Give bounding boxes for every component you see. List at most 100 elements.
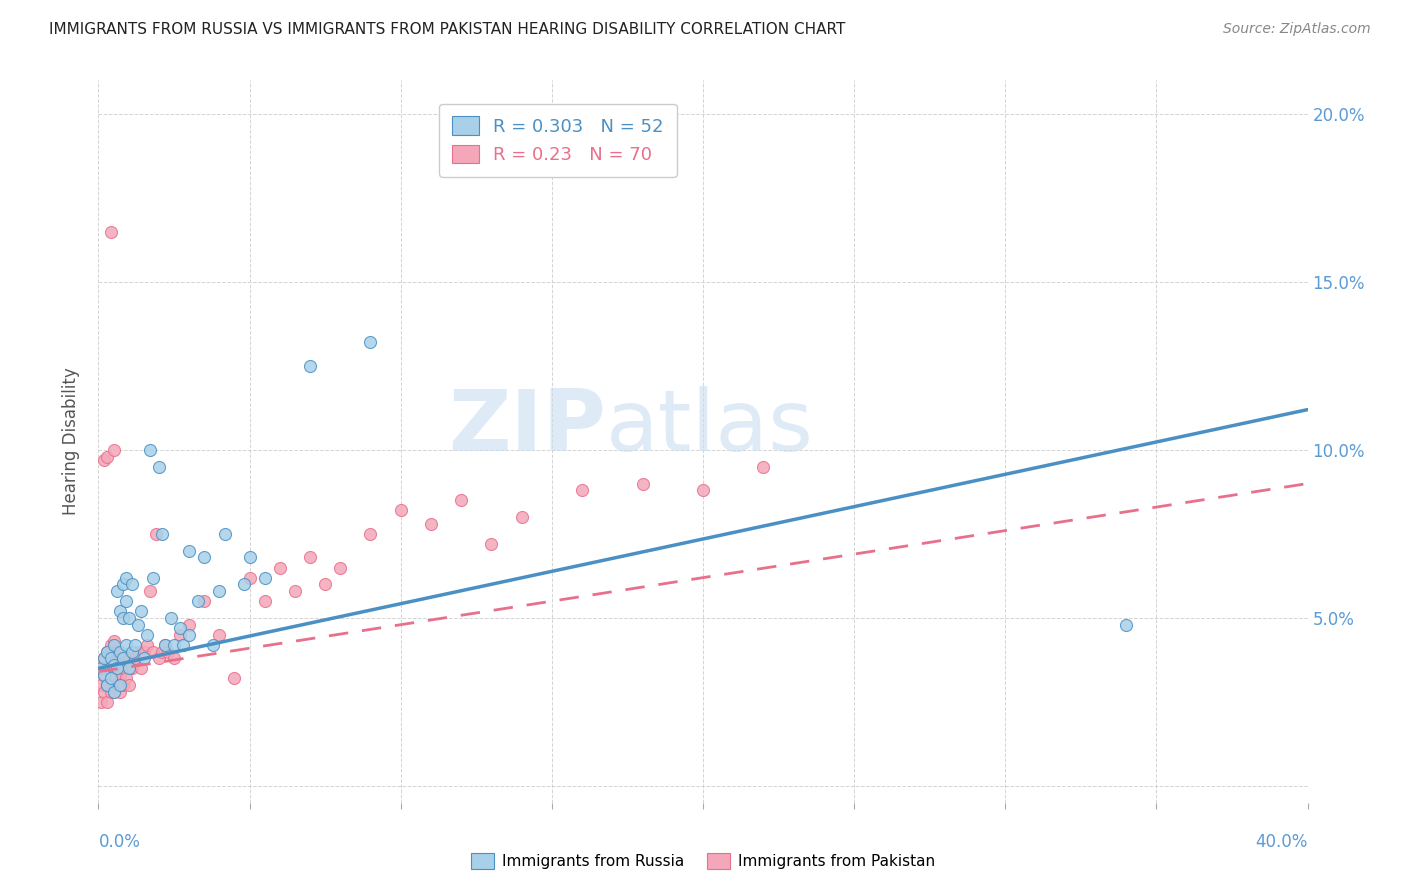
Point	[450, 493, 472, 508]
Point	[111, 651, 134, 665]
Point	[90, 695, 112, 709]
Point	[96, 644, 118, 658]
Point	[153, 638, 176, 652]
Point	[105, 584, 128, 599]
Point	[193, 594, 215, 608]
Point	[118, 651, 141, 665]
Point	[100, 672, 122, 686]
Point	[103, 651, 125, 665]
Point	[96, 678, 118, 692]
Point	[360, 335, 382, 350]
Point	[93, 668, 115, 682]
Point	[631, 476, 654, 491]
Point	[108, 644, 131, 658]
Point	[239, 550, 262, 565]
Point	[100, 638, 122, 652]
Point	[108, 685, 131, 699]
Point	[103, 668, 125, 682]
Point	[124, 651, 146, 665]
Point	[420, 516, 443, 531]
Point	[752, 459, 775, 474]
Point	[103, 685, 125, 699]
Point	[105, 678, 128, 692]
Point	[93, 651, 115, 665]
Point	[208, 628, 231, 642]
Point	[108, 678, 131, 692]
Point	[232, 577, 254, 591]
Text: 40.0%: 40.0%	[1256, 833, 1308, 851]
Text: atlas: atlas	[606, 385, 814, 468]
Point	[179, 617, 201, 632]
Point	[208, 584, 231, 599]
Point	[139, 584, 162, 599]
Point	[105, 661, 128, 675]
Point	[124, 638, 146, 652]
Point	[172, 638, 194, 652]
Point	[153, 638, 176, 652]
Point	[179, 543, 201, 558]
Point	[127, 644, 149, 658]
Point	[127, 617, 149, 632]
Point	[103, 658, 125, 673]
Point	[187, 594, 209, 608]
Point	[100, 685, 122, 699]
Point	[389, 503, 412, 517]
Point	[142, 571, 165, 585]
Point	[118, 661, 141, 675]
Point	[150, 644, 173, 658]
Point	[93, 685, 115, 699]
Point	[93, 651, 115, 665]
Point	[299, 359, 322, 373]
Point	[148, 459, 170, 474]
Point	[139, 442, 162, 457]
Text: ZIP: ZIP	[449, 385, 606, 468]
Point	[111, 577, 134, 591]
Point	[142, 644, 165, 658]
Legend: R = 0.303   N = 52, R = 0.23   N = 70: R = 0.303 N = 52, R = 0.23 N = 70	[439, 103, 676, 177]
Point	[121, 661, 143, 675]
Point	[114, 571, 136, 585]
Point	[239, 571, 262, 585]
Point	[481, 537, 503, 551]
Point	[253, 571, 276, 585]
Point	[96, 450, 118, 464]
Point	[103, 442, 125, 457]
Point	[100, 651, 122, 665]
Point	[111, 678, 134, 692]
Point	[692, 483, 714, 498]
Text: 0.0%: 0.0%	[98, 833, 141, 851]
Point	[510, 510, 533, 524]
Point	[148, 651, 170, 665]
Point	[93, 668, 115, 682]
Point	[96, 695, 118, 709]
Point	[160, 611, 183, 625]
Point	[90, 661, 112, 675]
Point	[90, 678, 112, 692]
Point	[163, 651, 186, 665]
Point	[169, 628, 191, 642]
Point	[114, 594, 136, 608]
Point	[105, 661, 128, 675]
Point	[163, 638, 186, 652]
Point	[150, 527, 173, 541]
Point	[100, 672, 122, 686]
Point	[100, 225, 122, 239]
Text: IMMIGRANTS FROM RUSSIA VS IMMIGRANTS FROM PAKISTAN HEARING DISABILITY CORRELATIO: IMMIGRANTS FROM RUSSIA VS IMMIGRANTS FRO…	[49, 22, 845, 37]
Point	[100, 651, 122, 665]
Point	[269, 560, 291, 574]
Point	[135, 628, 157, 642]
Point	[129, 604, 152, 618]
Legend: Immigrants from Russia, Immigrants from Pakistan: Immigrants from Russia, Immigrants from …	[465, 847, 941, 875]
Point	[129, 661, 152, 675]
Point	[145, 527, 167, 541]
Point	[108, 604, 131, 618]
Point	[214, 527, 236, 541]
Point	[121, 577, 143, 591]
Point	[93, 453, 115, 467]
Point	[179, 628, 201, 642]
Point	[132, 651, 155, 665]
Point	[193, 550, 215, 565]
Point	[114, 672, 136, 686]
Point	[284, 584, 307, 599]
Point	[114, 651, 136, 665]
